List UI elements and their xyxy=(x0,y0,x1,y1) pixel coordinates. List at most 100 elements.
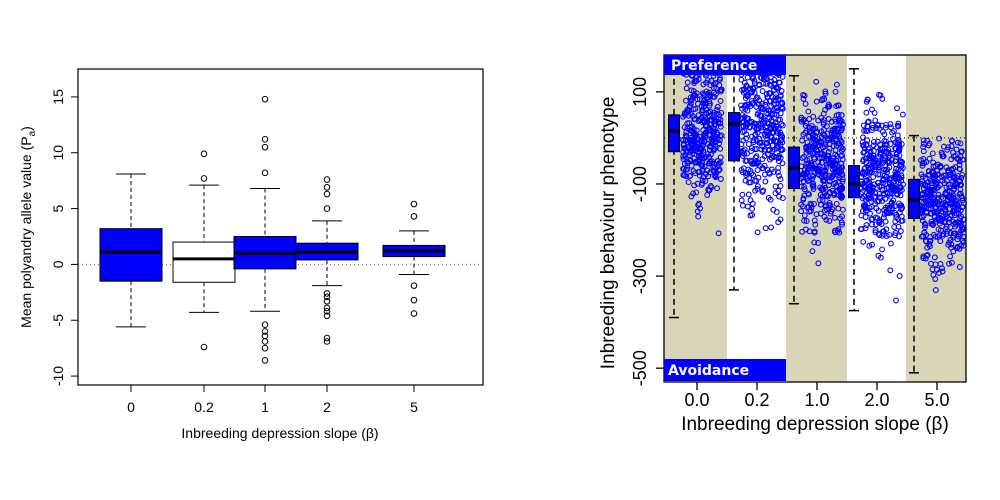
data-point xyxy=(705,114,711,121)
data-point xyxy=(745,101,752,108)
data-point xyxy=(800,196,807,203)
outlier-point xyxy=(200,343,208,351)
points-group-5.0 xyxy=(918,135,967,294)
data-point xyxy=(743,172,750,179)
data-point xyxy=(814,151,821,158)
data-point xyxy=(884,190,891,197)
data-point xyxy=(766,114,773,121)
data-point xyxy=(824,130,831,137)
data-point xyxy=(769,142,776,149)
data-point xyxy=(839,221,846,228)
data-point xyxy=(838,192,845,199)
data-point xyxy=(937,238,944,245)
data-point xyxy=(717,159,724,166)
data-point xyxy=(702,99,709,106)
data-point xyxy=(828,208,835,215)
data-point xyxy=(885,158,892,165)
data-point xyxy=(866,169,873,176)
data-point xyxy=(893,151,900,158)
data-point xyxy=(765,107,772,114)
data-point xyxy=(688,138,695,145)
data-point xyxy=(741,128,748,135)
data-point xyxy=(695,168,702,175)
data-point xyxy=(744,92,751,99)
data-point xyxy=(768,125,775,131)
data-point xyxy=(822,167,829,174)
data-point xyxy=(897,228,904,235)
data-point xyxy=(683,155,690,162)
data-point xyxy=(949,218,956,225)
data-point xyxy=(811,144,818,151)
right-box-1.0 xyxy=(788,74,800,305)
data-point xyxy=(956,264,963,270)
data-point xyxy=(946,188,953,194)
data-point xyxy=(877,151,884,158)
data-point xyxy=(772,183,779,190)
data-point xyxy=(945,241,952,248)
data-point xyxy=(711,164,718,171)
right-y-tick-label: -100 xyxy=(630,166,650,202)
data-point xyxy=(866,176,872,183)
data-point xyxy=(882,180,889,187)
left-y-axis-label: Mean polyandry allele value (Pa) xyxy=(18,126,38,328)
left-y-tick-label: -10 xyxy=(50,366,66,386)
data-point xyxy=(957,190,964,197)
data-point xyxy=(779,100,786,107)
data-point xyxy=(894,122,901,129)
data-point xyxy=(823,164,830,171)
data-point xyxy=(752,187,759,194)
data-point xyxy=(800,174,806,181)
data-point xyxy=(929,266,936,273)
data-point xyxy=(806,156,813,162)
data-point xyxy=(706,92,713,99)
data-point xyxy=(869,106,875,113)
data-point xyxy=(928,218,935,225)
box-body xyxy=(848,165,860,199)
data-point xyxy=(927,202,934,209)
data-point xyxy=(762,132,769,139)
data-point xyxy=(748,157,755,164)
data-point xyxy=(835,226,842,233)
left-plot-frame xyxy=(77,68,484,386)
data-point xyxy=(880,175,887,182)
data-point xyxy=(867,148,874,155)
data-point xyxy=(839,206,846,213)
data-point xyxy=(800,131,807,138)
outlier-point xyxy=(323,176,331,183)
data-point xyxy=(815,171,822,178)
data-point xyxy=(860,238,867,245)
data-point xyxy=(775,155,782,162)
data-point xyxy=(695,159,702,165)
data-point xyxy=(866,242,873,249)
data-point xyxy=(815,260,822,267)
data-point xyxy=(868,195,875,202)
data-point xyxy=(837,137,844,144)
left-y-tick-label: 0 xyxy=(50,260,66,268)
data-point xyxy=(926,155,933,162)
data-point xyxy=(779,122,786,129)
data-point xyxy=(833,200,840,207)
left-x-tick-label: 0 xyxy=(127,399,135,415)
outlier-point xyxy=(323,184,331,191)
data-point xyxy=(928,210,935,217)
right-box-5.0 xyxy=(908,134,920,374)
data-point xyxy=(872,221,879,228)
data-point xyxy=(920,185,927,192)
points-group-0.2 xyxy=(738,61,786,236)
right-x-tick-label: 2.0 xyxy=(864,390,889,410)
data-point xyxy=(683,173,690,180)
data-point xyxy=(803,218,810,224)
data-point xyxy=(692,78,699,85)
data-point xyxy=(749,85,756,92)
data-point xyxy=(886,164,893,171)
data-point xyxy=(927,237,934,244)
data-point xyxy=(710,131,717,137)
data-point xyxy=(800,117,807,124)
data-point xyxy=(763,140,770,147)
data-point xyxy=(894,186,901,193)
data-point xyxy=(921,229,928,236)
data-point xyxy=(833,103,840,110)
outlier-point xyxy=(410,282,418,289)
data-point xyxy=(680,165,687,172)
